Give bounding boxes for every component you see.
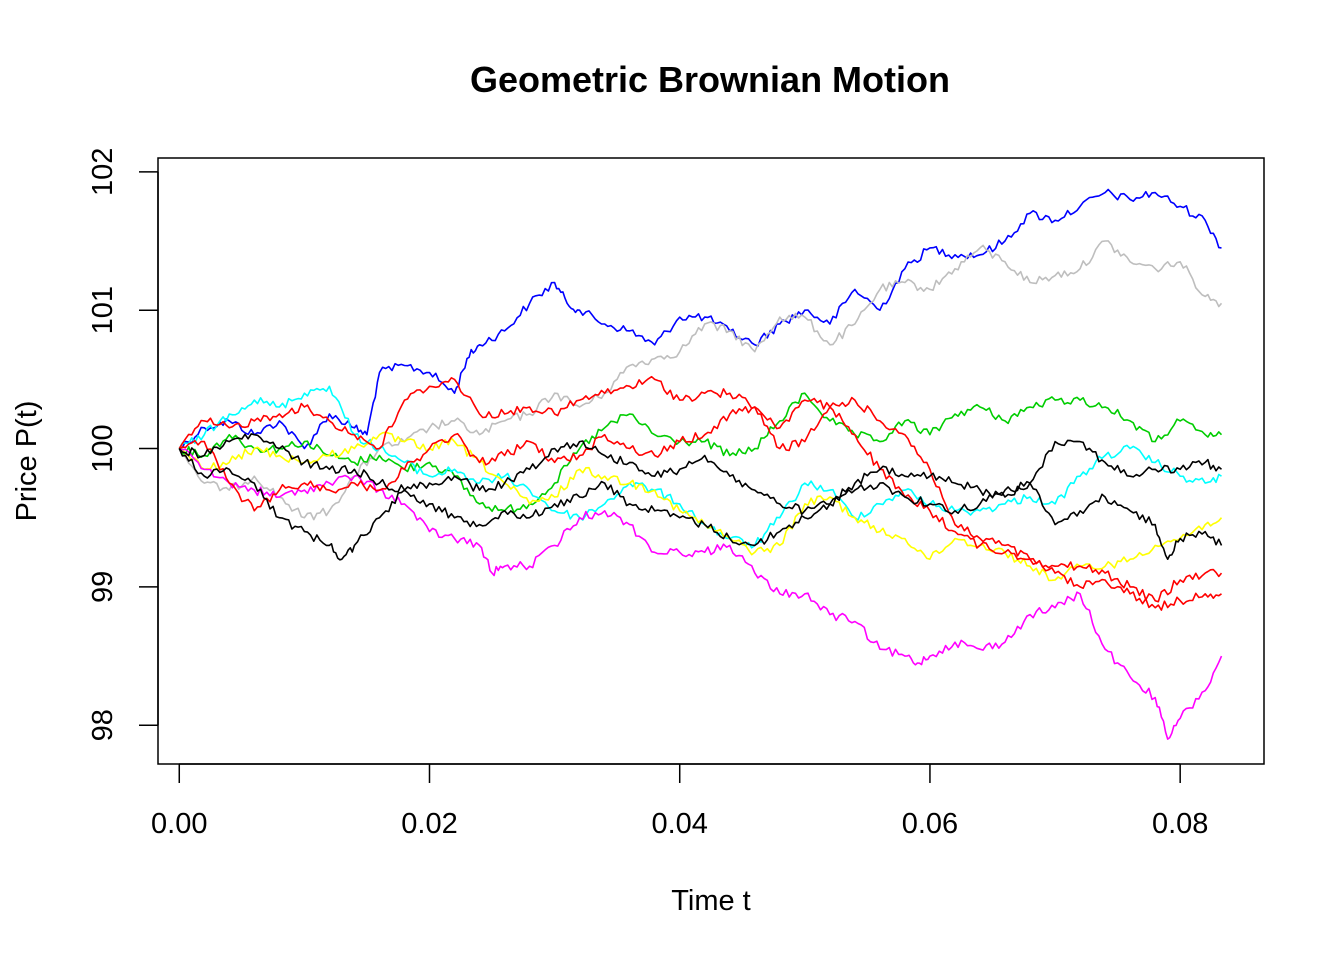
series-line-3 [178, 392, 1223, 514]
y-axis-label: Price P(t) [11, 401, 43, 522]
y-tick-label: 100 [87, 424, 119, 472]
series-line-4 [178, 385, 1222, 549]
y-tick-label: 101 [87, 286, 119, 334]
series-line-8 [178, 397, 1223, 603]
series-line-6 [179, 447, 1223, 740]
x-tick-label: 0.06 [902, 808, 958, 840]
series-line-7 [178, 375, 1222, 611]
series-line-5 [179, 431, 1223, 582]
series-line-9 [178, 448, 1223, 561]
series-layer [178, 188, 1223, 740]
x-tick-label: 0.04 [651, 808, 707, 840]
series-line-1 [179, 188, 1222, 450]
series-line-10 [178, 433, 1223, 516]
y-tick-label: 102 [87, 148, 119, 196]
x-tick-label: 0.02 [401, 808, 457, 840]
x-tick-label: 0.00 [151, 808, 207, 840]
y-tick-label: 99 [87, 571, 119, 603]
y-tick-label: 98 [87, 709, 119, 741]
x-tick-label: 0.08 [1152, 808, 1208, 840]
chart-title: Geometric Brownian Motion [470, 59, 950, 100]
y-axis: 98 99 100 101 102 [87, 148, 159, 741]
x-axis: 0.00 0.02 0.04 0.06 0.08 [151, 763, 1208, 840]
x-axis-label: Time t [671, 885, 750, 917]
